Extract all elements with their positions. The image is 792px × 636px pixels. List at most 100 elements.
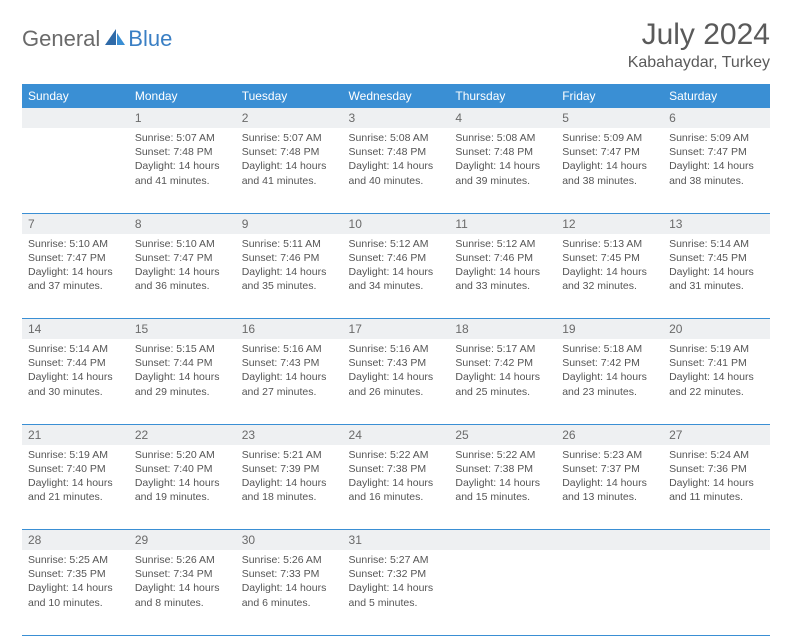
day-sunset: Sunset: 7:44 PM	[135, 356, 230, 370]
day-cell-body: Sunrise: 5:10 AMSunset: 7:47 PMDaylight:…	[22, 234, 129, 300]
day-sunset: Sunset: 7:33 PM	[242, 567, 337, 581]
day-day1: Daylight: 14 hours	[669, 265, 764, 279]
day-number: 29	[129, 530, 236, 551]
day-day2: and 21 minutes.	[28, 490, 123, 504]
weekday-header: Saturday	[663, 84, 770, 108]
day-number: 7	[22, 213, 129, 234]
day-cell: Sunrise: 5:12 AMSunset: 7:46 PMDaylight:…	[343, 234, 450, 319]
day-cell	[22, 128, 129, 213]
day-cell-body: Sunrise: 5:14 AMSunset: 7:44 PMDaylight:…	[22, 339, 129, 405]
day-cell: Sunrise: 5:22 AMSunset: 7:38 PMDaylight:…	[343, 445, 450, 530]
day-number: 19	[556, 319, 663, 340]
day-cell: Sunrise: 5:22 AMSunset: 7:38 PMDaylight:…	[449, 445, 556, 530]
day-day1: Daylight: 14 hours	[135, 581, 230, 595]
day-day1: Daylight: 14 hours	[242, 581, 337, 595]
day-day2: and 18 minutes.	[242, 490, 337, 504]
day-sunrise: Sunrise: 5:07 AM	[242, 131, 337, 145]
day-sunrise: Sunrise: 5:10 AM	[135, 237, 230, 251]
day-sunrise: Sunrise: 5:08 AM	[455, 131, 550, 145]
day-day2: and 33 minutes.	[455, 279, 550, 293]
day-sunset: Sunset: 7:40 PM	[28, 462, 123, 476]
day-day2: and 30 minutes.	[28, 385, 123, 399]
day-cell: Sunrise: 5:26 AMSunset: 7:34 PMDaylight:…	[129, 550, 236, 635]
day-cell: Sunrise: 5:18 AMSunset: 7:42 PMDaylight:…	[556, 339, 663, 424]
day-day2: and 39 minutes.	[455, 174, 550, 188]
day-number	[22, 108, 129, 128]
day-sunset: Sunset: 7:38 PM	[349, 462, 444, 476]
calendar-table: Sunday Monday Tuesday Wednesday Thursday…	[22, 84, 770, 636]
day-cell-body: Sunrise: 5:14 AMSunset: 7:45 PMDaylight:…	[663, 234, 770, 300]
day-sunrise: Sunrise: 5:07 AM	[135, 131, 230, 145]
day-cell: Sunrise: 5:27 AMSunset: 7:32 PMDaylight:…	[343, 550, 450, 635]
day-cell: Sunrise: 5:08 AMSunset: 7:48 PMDaylight:…	[343, 128, 450, 213]
day-day2: and 27 minutes.	[242, 385, 337, 399]
day-cell-body: Sunrise: 5:23 AMSunset: 7:37 PMDaylight:…	[556, 445, 663, 511]
day-sunset: Sunset: 7:46 PM	[242, 251, 337, 265]
day-number: 11	[449, 213, 556, 234]
day-sunrise: Sunrise: 5:19 AM	[669, 342, 764, 356]
day-cell-body: Sunrise: 5:27 AMSunset: 7:32 PMDaylight:…	[343, 550, 450, 616]
day-day1: Daylight: 14 hours	[455, 370, 550, 384]
day-day2: and 19 minutes.	[135, 490, 230, 504]
day-day1: Daylight: 14 hours	[28, 476, 123, 490]
day-cell: Sunrise: 5:11 AMSunset: 7:46 PMDaylight:…	[236, 234, 343, 319]
day-day1: Daylight: 14 hours	[28, 370, 123, 384]
day-sunset: Sunset: 7:42 PM	[562, 356, 657, 370]
day-sunset: Sunset: 7:48 PM	[455, 145, 550, 159]
day-number: 17	[343, 319, 450, 340]
day-day1: Daylight: 14 hours	[455, 159, 550, 173]
day-sunset: Sunset: 7:43 PM	[242, 356, 337, 370]
daynum-row: 21222324252627	[22, 424, 770, 445]
day-day1: Daylight: 14 hours	[135, 370, 230, 384]
day-day2: and 36 minutes.	[135, 279, 230, 293]
day-number: 20	[663, 319, 770, 340]
day-sunrise: Sunrise: 5:15 AM	[135, 342, 230, 356]
day-day2: and 15 minutes.	[455, 490, 550, 504]
day-cell	[663, 550, 770, 635]
day-day1: Daylight: 14 hours	[242, 370, 337, 384]
day-number	[663, 530, 770, 551]
day-sunrise: Sunrise: 5:21 AM	[242, 448, 337, 462]
day-number: 14	[22, 319, 129, 340]
day-number: 10	[343, 213, 450, 234]
day-day1: Daylight: 14 hours	[349, 581, 444, 595]
day-cell: Sunrise: 5:13 AMSunset: 7:45 PMDaylight:…	[556, 234, 663, 319]
day-cell: Sunrise: 5:19 AMSunset: 7:41 PMDaylight:…	[663, 339, 770, 424]
day-number	[556, 530, 663, 551]
day-cell-body: Sunrise: 5:26 AMSunset: 7:34 PMDaylight:…	[129, 550, 236, 616]
day-number: 12	[556, 213, 663, 234]
day-day1: Daylight: 14 hours	[455, 476, 550, 490]
month-title: July 2024	[628, 18, 770, 52]
day-cell: Sunrise: 5:23 AMSunset: 7:37 PMDaylight:…	[556, 445, 663, 530]
day-sunset: Sunset: 7:45 PM	[669, 251, 764, 265]
day-sunset: Sunset: 7:47 PM	[28, 251, 123, 265]
day-sunrise: Sunrise: 5:14 AM	[669, 237, 764, 251]
day-sunrise: Sunrise: 5:13 AM	[562, 237, 657, 251]
day-cell-body: Sunrise: 5:18 AMSunset: 7:42 PMDaylight:…	[556, 339, 663, 405]
day-sunrise: Sunrise: 5:22 AM	[455, 448, 550, 462]
day-sunrise: Sunrise: 5:11 AM	[242, 237, 337, 251]
day-number: 22	[129, 424, 236, 445]
day-number: 21	[22, 424, 129, 445]
day-number: 30	[236, 530, 343, 551]
day-sunrise: Sunrise: 5:16 AM	[349, 342, 444, 356]
day-day1: Daylight: 14 hours	[349, 265, 444, 279]
weekday-header-row: Sunday Monday Tuesday Wednesday Thursday…	[22, 84, 770, 108]
day-day1: Daylight: 14 hours	[562, 159, 657, 173]
day-day1: Daylight: 14 hours	[242, 265, 337, 279]
day-sunset: Sunset: 7:45 PM	[562, 251, 657, 265]
day-number: 23	[236, 424, 343, 445]
day-cell-body: Sunrise: 5:16 AMSunset: 7:43 PMDaylight:…	[236, 339, 343, 405]
day-day1: Daylight: 14 hours	[349, 476, 444, 490]
header: General Blue July 2024 Kabahaydar, Turke…	[22, 18, 770, 72]
day-cell-body: Sunrise: 5:26 AMSunset: 7:33 PMDaylight:…	[236, 550, 343, 616]
day-day1: Daylight: 14 hours	[28, 265, 123, 279]
day-sunrise: Sunrise: 5:27 AM	[349, 553, 444, 567]
day-day2: and 41 minutes.	[242, 174, 337, 188]
day-sunset: Sunset: 7:48 PM	[242, 145, 337, 159]
day-day2: and 32 minutes.	[562, 279, 657, 293]
day-cell: Sunrise: 5:08 AMSunset: 7:48 PMDaylight:…	[449, 128, 556, 213]
day-sunrise: Sunrise: 5:12 AM	[349, 237, 444, 251]
day-cell-body: Sunrise: 5:19 AMSunset: 7:41 PMDaylight:…	[663, 339, 770, 405]
day-day2: and 38 minutes.	[562, 174, 657, 188]
